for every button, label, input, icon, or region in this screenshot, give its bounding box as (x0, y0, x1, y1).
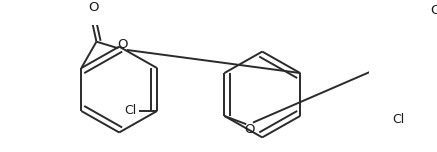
Text: Cl: Cl (125, 104, 137, 117)
Text: O: O (244, 123, 255, 136)
Text: O: O (430, 4, 437, 17)
Text: Cl: Cl (392, 113, 404, 126)
Text: O: O (117, 38, 128, 52)
Text: O: O (88, 1, 98, 14)
